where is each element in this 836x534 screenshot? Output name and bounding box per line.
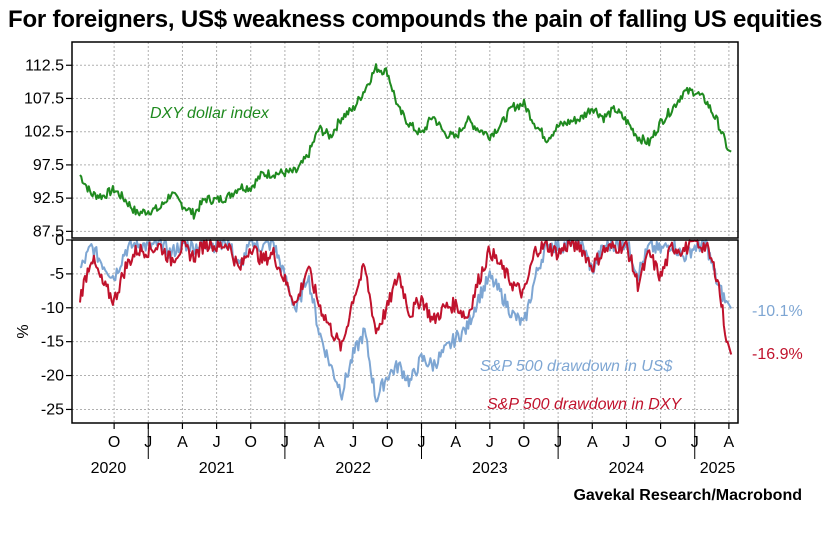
dxy-drawdown-end-value: -16.9% xyxy=(752,346,803,363)
x-tick-label: A xyxy=(587,434,598,451)
chart-title: For foreigners, US$ weakness compounds t… xyxy=(8,6,823,33)
bottom-y-tick-label: 0 xyxy=(55,232,64,249)
bottom-y-tick-label: -5 xyxy=(50,266,64,283)
top-panel-gridlines xyxy=(72,42,738,238)
top-y-tick-label: 107.5 xyxy=(24,90,64,107)
bottom-y-tick-label: -25 xyxy=(41,401,64,418)
top-panel-series xyxy=(79,63,732,220)
dxy-drawdown-series-line xyxy=(79,239,733,355)
x-tick-label: O xyxy=(654,434,666,451)
x-tick-label: A xyxy=(450,434,461,451)
bottom-y-axis-ticks: 0 -5 -10 -15 -20 -25% xyxy=(15,232,72,418)
x-tick-label: O xyxy=(381,434,393,451)
x-tick-label: O xyxy=(108,434,120,451)
dxy-series-label: DXY dollar index xyxy=(150,105,270,122)
x-tick-label: O xyxy=(518,434,530,451)
bottom-panel-frame xyxy=(71,239,739,424)
x-tick-label: J xyxy=(622,434,630,451)
dxy-drawdown-series-label: S&P 500 drawdown in DXY xyxy=(487,396,683,413)
bottom-y-axis-label: % xyxy=(15,324,32,338)
x-tick-label: J xyxy=(213,434,221,451)
dxy-series-line xyxy=(79,63,732,220)
top-y-tick-label: 92.5 xyxy=(33,190,64,207)
x-tick-label: O xyxy=(245,434,257,451)
top-y-tick-label: 97.5 xyxy=(33,157,64,174)
x-year-label: 2025 xyxy=(700,460,736,477)
series-annotations: DXY dollar index S&P 500 drawdown in US$ S… xyxy=(150,105,803,413)
usd-drawdown-series-label: S&P 500 drawdown in US$ xyxy=(480,358,674,375)
x-year-label: 2024 xyxy=(609,460,645,477)
x-axis-ticks: OJAJOJAJOJAJOJAJOJA202020212022202320242… xyxy=(91,423,736,477)
x-year-label: 2021 xyxy=(199,460,235,477)
bottom-y-tick-label: -10 xyxy=(41,300,64,317)
usd-drawdown-end-value: -10.1% xyxy=(752,303,803,320)
top-panel-frame xyxy=(71,41,739,239)
bottom-panel-series xyxy=(79,239,733,403)
source-credit: Gavekal Research/Macrobond xyxy=(573,487,802,504)
top-y-tick-label: 112.5 xyxy=(25,57,64,74)
x-tick-label: A xyxy=(314,434,325,451)
x-tick-label: J xyxy=(486,434,494,451)
bottom-y-tick-label: -15 xyxy=(41,334,64,351)
x-tick-label: A xyxy=(724,434,735,451)
usd-drawdown-series-line xyxy=(79,239,733,403)
x-year-label: 2023 xyxy=(472,460,508,477)
top-y-tick-label: 102.5 xyxy=(24,124,64,141)
top-y-tick-label: 87.5 xyxy=(33,223,64,240)
x-tick-label: A xyxy=(177,434,188,451)
x-year-label: 2020 xyxy=(91,460,127,477)
x-tick-label: J xyxy=(349,434,357,451)
bottom-y-tick-label: -20 xyxy=(41,368,64,385)
x-year-label: 2022 xyxy=(335,460,371,477)
top-y-axis-ticks: 87.5 92.5 97.5 102.5 107.5 112.5 xyxy=(24,57,72,240)
